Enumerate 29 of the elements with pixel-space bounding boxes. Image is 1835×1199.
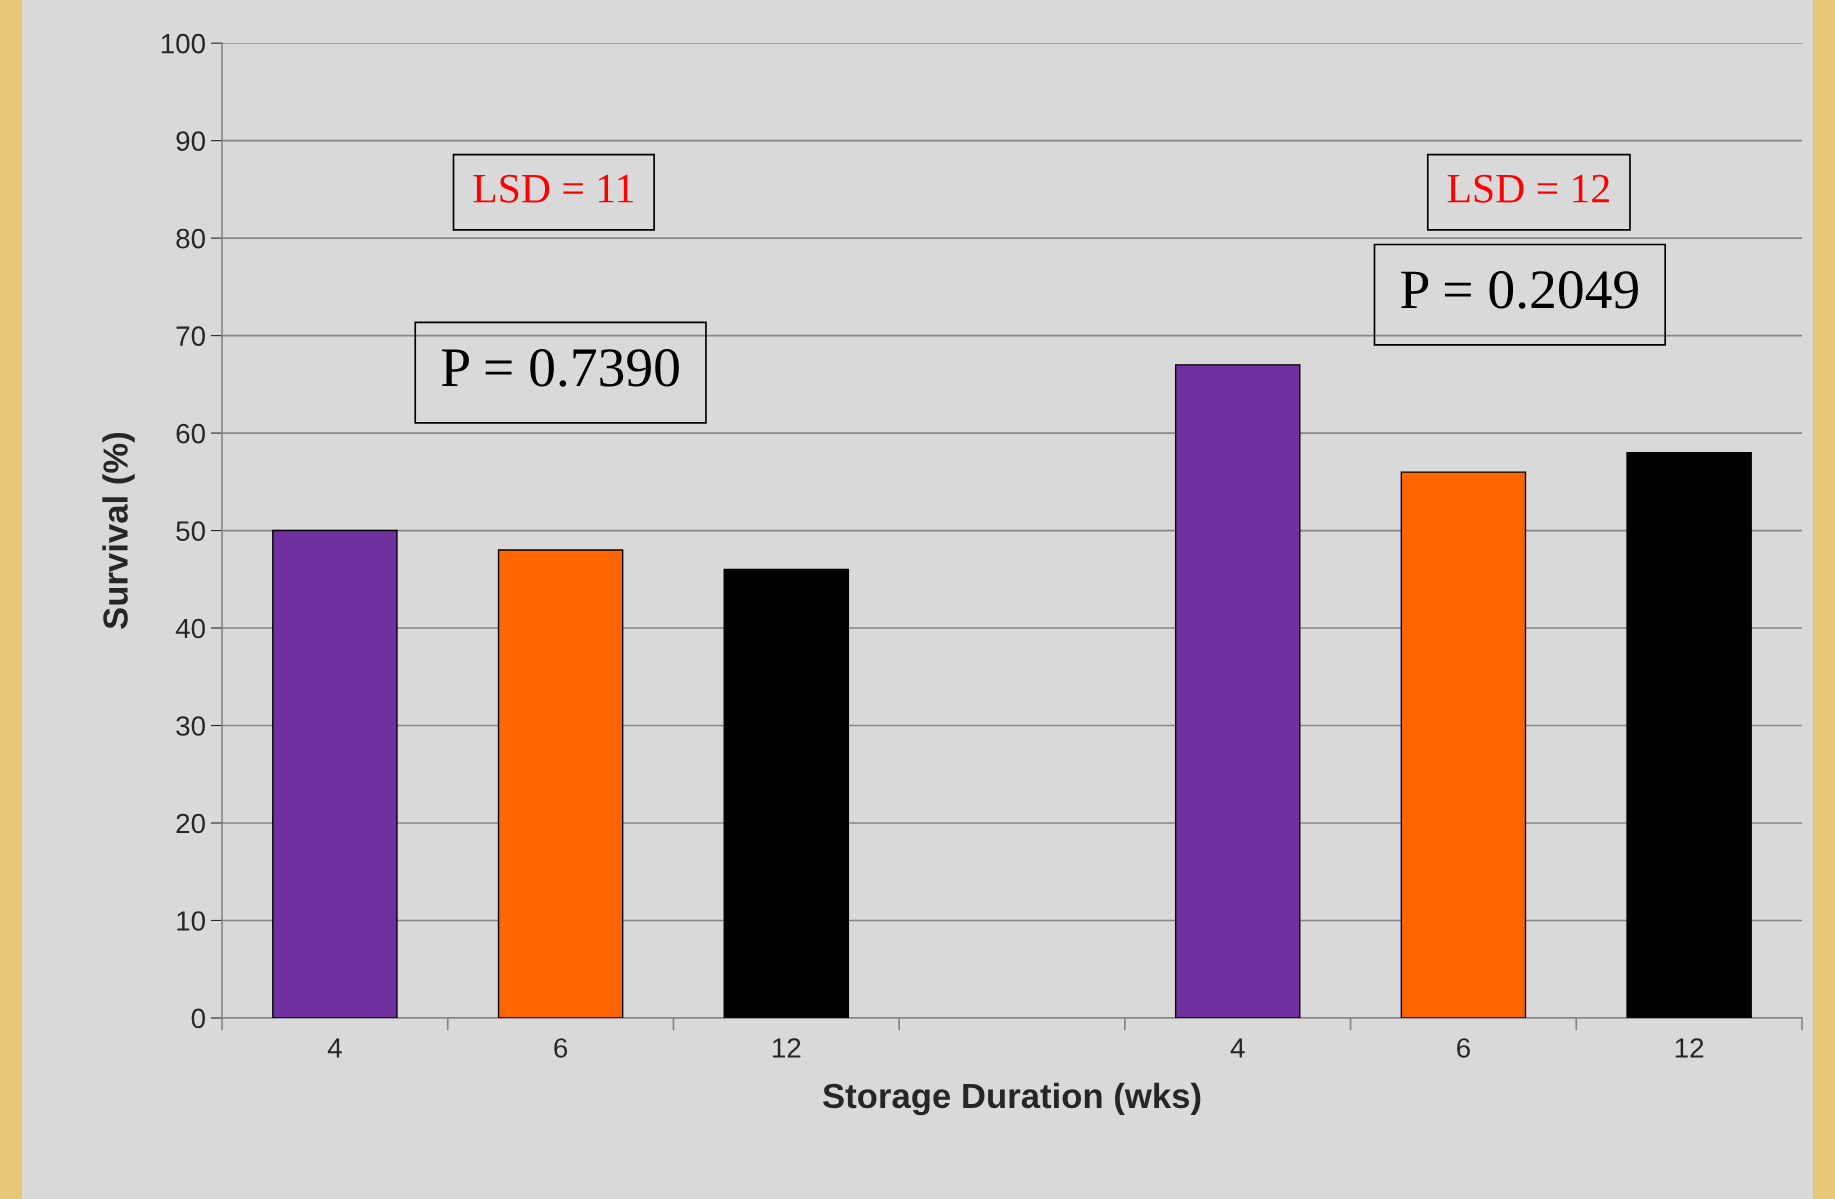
y-axis-title: Survival (%) (102, 432, 135, 629)
y-tick-label: 10 (177, 911, 205, 931)
y-tick-label: 90 (176, 131, 205, 151)
y-tick-label: 70 (176, 326, 205, 346)
x-tick-label: 12 (1675, 1038, 1704, 1058)
y-tick-label: 0 (191, 1008, 205, 1029)
y-tick-label: 50 (176, 521, 205, 541)
bar (1174, 364, 1301, 1018)
bar (723, 568, 850, 1018)
bar (497, 549, 624, 1018)
annotation: P = 0.2049 (1401, 271, 1638, 309)
annotation: LSD = 12 (1447, 174, 1609, 203)
x-tick-label: 4 (1230, 1038, 1245, 1058)
bar (1400, 471, 1527, 1018)
x-tick-label: 4 (327, 1038, 342, 1058)
y-tick-label: 60 (176, 423, 205, 444)
x-tick-label: 12 (772, 1038, 801, 1058)
x-tick-label: 6 (554, 1038, 568, 1058)
y-tick-label: 20 (176, 813, 205, 834)
y-tick-label: 100 (161, 33, 205, 54)
bar (272, 529, 398, 1018)
annotation: LSD = 11 (473, 174, 633, 203)
bar (1626, 451, 1752, 1018)
x-axis-title: Storage Duration (wks) (822, 1082, 1201, 1116)
y-tick-label: 30 (176, 716, 205, 736)
annotation: P = 0.7390 (441, 349, 679, 387)
y-tick-label: 80 (176, 228, 205, 249)
y-tick-label: 40 (175, 618, 205, 639)
x-tick-label: 6 (1457, 1038, 1470, 1058)
